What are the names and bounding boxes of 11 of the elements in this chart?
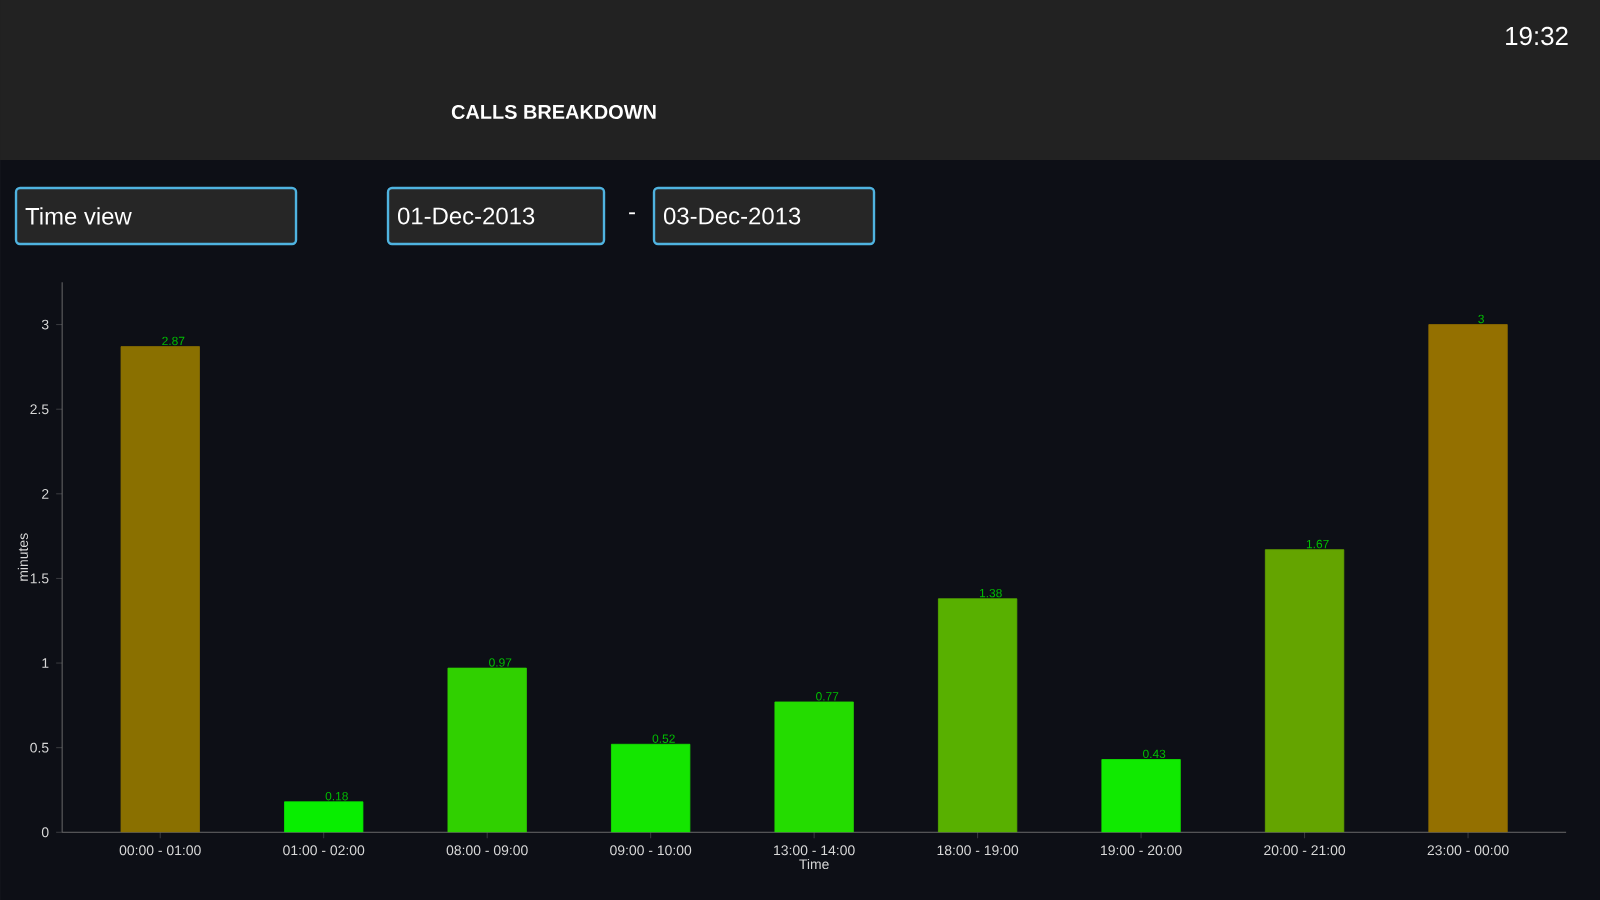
bar [774,701,854,833]
bar [284,801,364,833]
text: 01-Dec-2013 [397,207,535,225]
text: 19:32 [1506,26,1568,46]
text: Time view [25,207,132,225]
bar [1101,759,1181,833]
bar [120,346,200,833]
text: - [629,212,635,215]
bar [1428,324,1508,833]
chart-title: CALLS BREAKDOWN [451,104,656,120]
text: 03-Dec-2013 [663,207,801,225]
